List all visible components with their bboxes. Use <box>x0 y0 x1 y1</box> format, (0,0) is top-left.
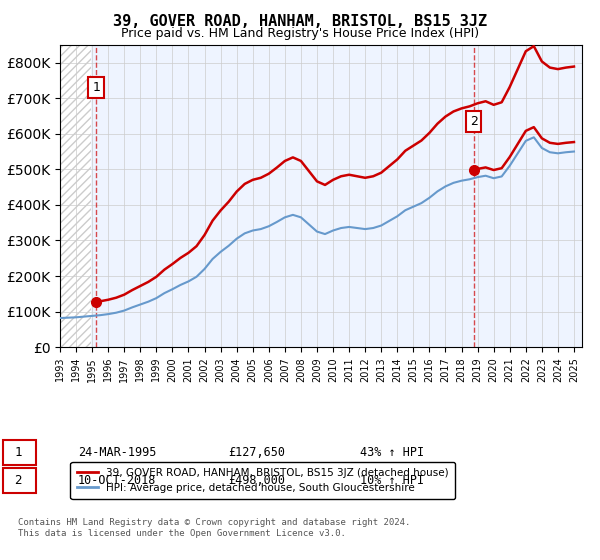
Text: 1: 1 <box>92 81 100 94</box>
Text: Price paid vs. HM Land Registry's House Price Index (HPI): Price paid vs. HM Land Registry's House … <box>121 27 479 40</box>
Text: 24-MAR-1995: 24-MAR-1995 <box>78 446 157 459</box>
Text: £127,650: £127,650 <box>228 446 285 459</box>
Legend: 39, GOVER ROAD, HANHAM, BRISTOL, BS15 3JZ (detached house), HPI: Average price, : 39, GOVER ROAD, HANHAM, BRISTOL, BS15 3J… <box>70 461 455 499</box>
Text: 2: 2 <box>470 115 478 128</box>
Text: 2: 2 <box>14 474 22 487</box>
Text: 1: 1 <box>14 446 22 459</box>
Text: £498,000: £498,000 <box>228 474 285 487</box>
Text: 10-OCT-2018: 10-OCT-2018 <box>78 474 157 487</box>
Text: 39, GOVER ROAD, HANHAM, BRISTOL, BS15 3JZ: 39, GOVER ROAD, HANHAM, BRISTOL, BS15 3J… <box>113 14 487 29</box>
Text: 10% ↑ HPI: 10% ↑ HPI <box>360 474 424 487</box>
Text: Contains HM Land Registry data © Crown copyright and database right 2024.
This d: Contains HM Land Registry data © Crown c… <box>18 518 410 538</box>
Text: 43% ↑ HPI: 43% ↑ HPI <box>360 446 424 459</box>
